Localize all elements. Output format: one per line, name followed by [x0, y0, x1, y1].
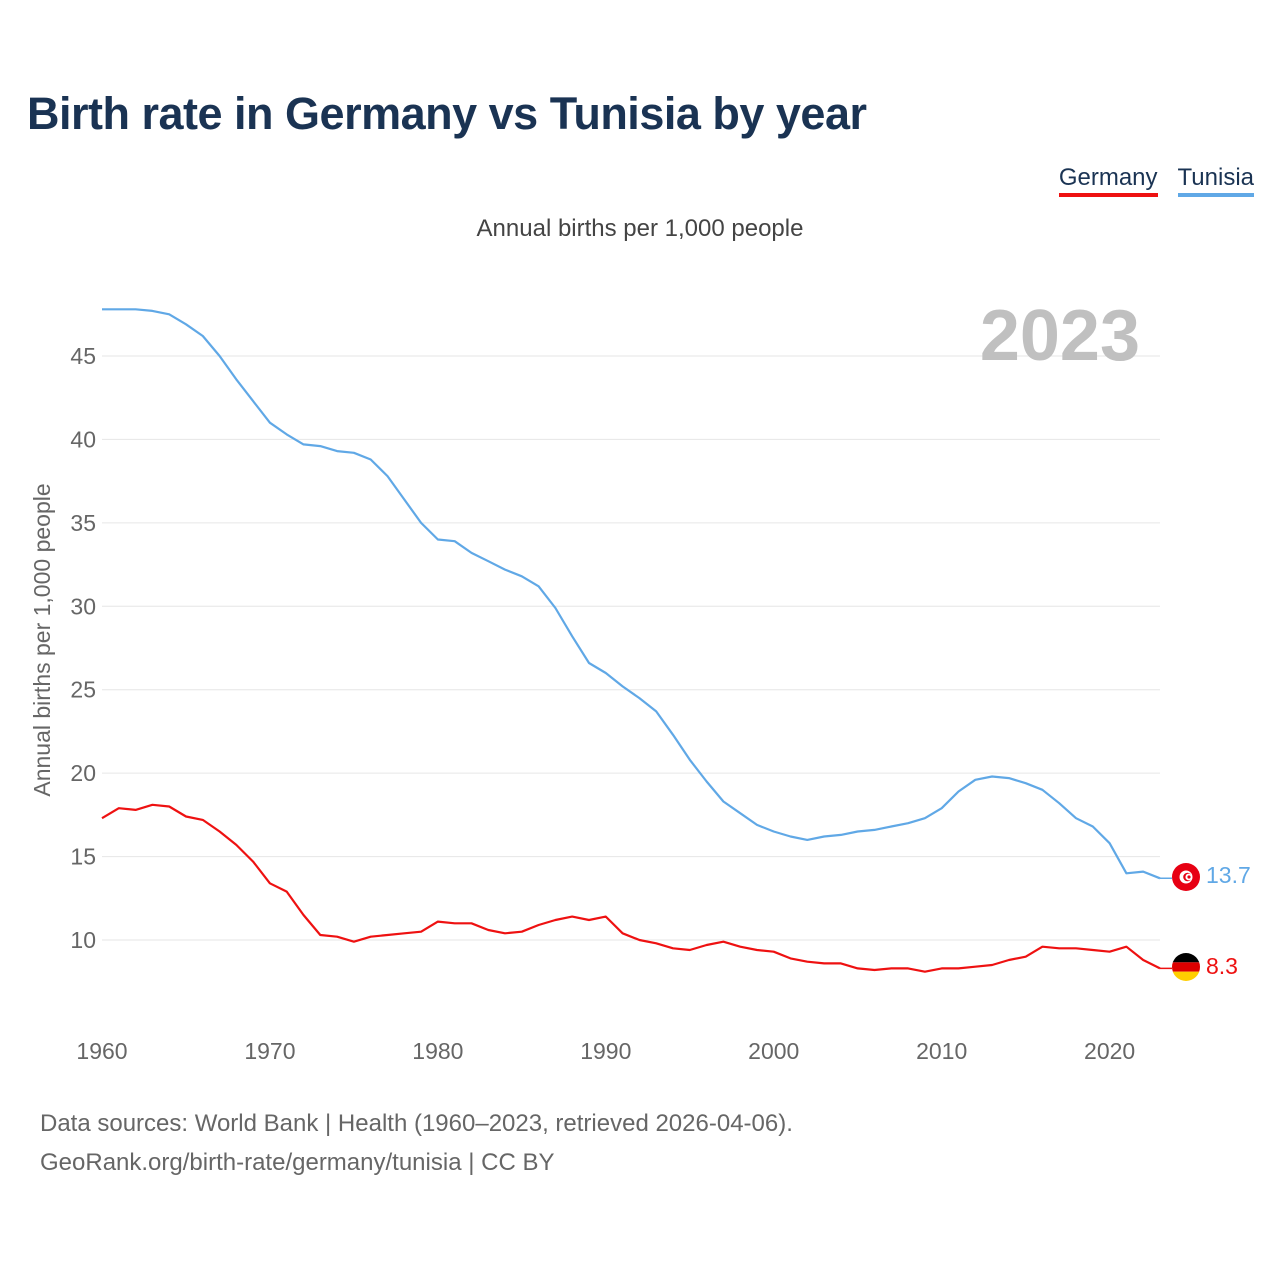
tunisia-flag-icon [1172, 863, 1200, 891]
footer: Data sources: World Bank | Health (1960–… [40, 1104, 793, 1182]
y-tick-label: 10 [70, 927, 96, 953]
y-axis-label: Annual births per 1,000 people [29, 483, 55, 796]
y-tick-label: 45 [70, 343, 96, 369]
x-tick-label: 1960 [76, 1038, 127, 1064]
y-tick-label: 25 [70, 677, 96, 703]
y-tick-label: 20 [70, 760, 96, 786]
y-tick-label: 30 [70, 593, 96, 619]
x-tick-label: 1990 [580, 1038, 631, 1064]
end-label-germany: 8.3 [1206, 953, 1238, 979]
x-tick-label: 1970 [244, 1038, 295, 1064]
series-line-tunisia[interactable] [102, 308, 1161, 880]
legend-item-tunisia[interactable]: Tunisia [1177, 164, 1254, 197]
y-tick-label: 15 [70, 844, 96, 870]
y-tick-label: 35 [70, 510, 96, 536]
germany-flag-icon [1172, 953, 1200, 981]
end-label-tunisia: 13.7 [1206, 862, 1251, 888]
legend: Germany Tunisia [1058, 164, 1254, 197]
attribution-link[interactable]: GeoRank.org/birth-rate/germany/tunisia |… [40, 1149, 555, 1176]
x-tick-label: 1980 [412, 1038, 463, 1064]
chart-title: Birth rate in Germany vs Tunisia by year [27, 88, 867, 139]
x-tick-label: 2010 [916, 1038, 967, 1064]
series-line-germany[interactable] [101, 803, 1161, 973]
legend-item-germany[interactable]: Germany [1058, 164, 1158, 197]
chart-subtitle: Annual births per 1,000 people [476, 215, 804, 242]
x-tick-label: 2000 [748, 1038, 799, 1064]
year-watermark: 2023 [980, 296, 1140, 376]
x-tick-label: 2020 [1084, 1038, 1135, 1064]
y-tick-label: 40 [70, 426, 96, 452]
data-source-note: Data sources: World Bank | Health (1960–… [40, 1110, 793, 1137]
